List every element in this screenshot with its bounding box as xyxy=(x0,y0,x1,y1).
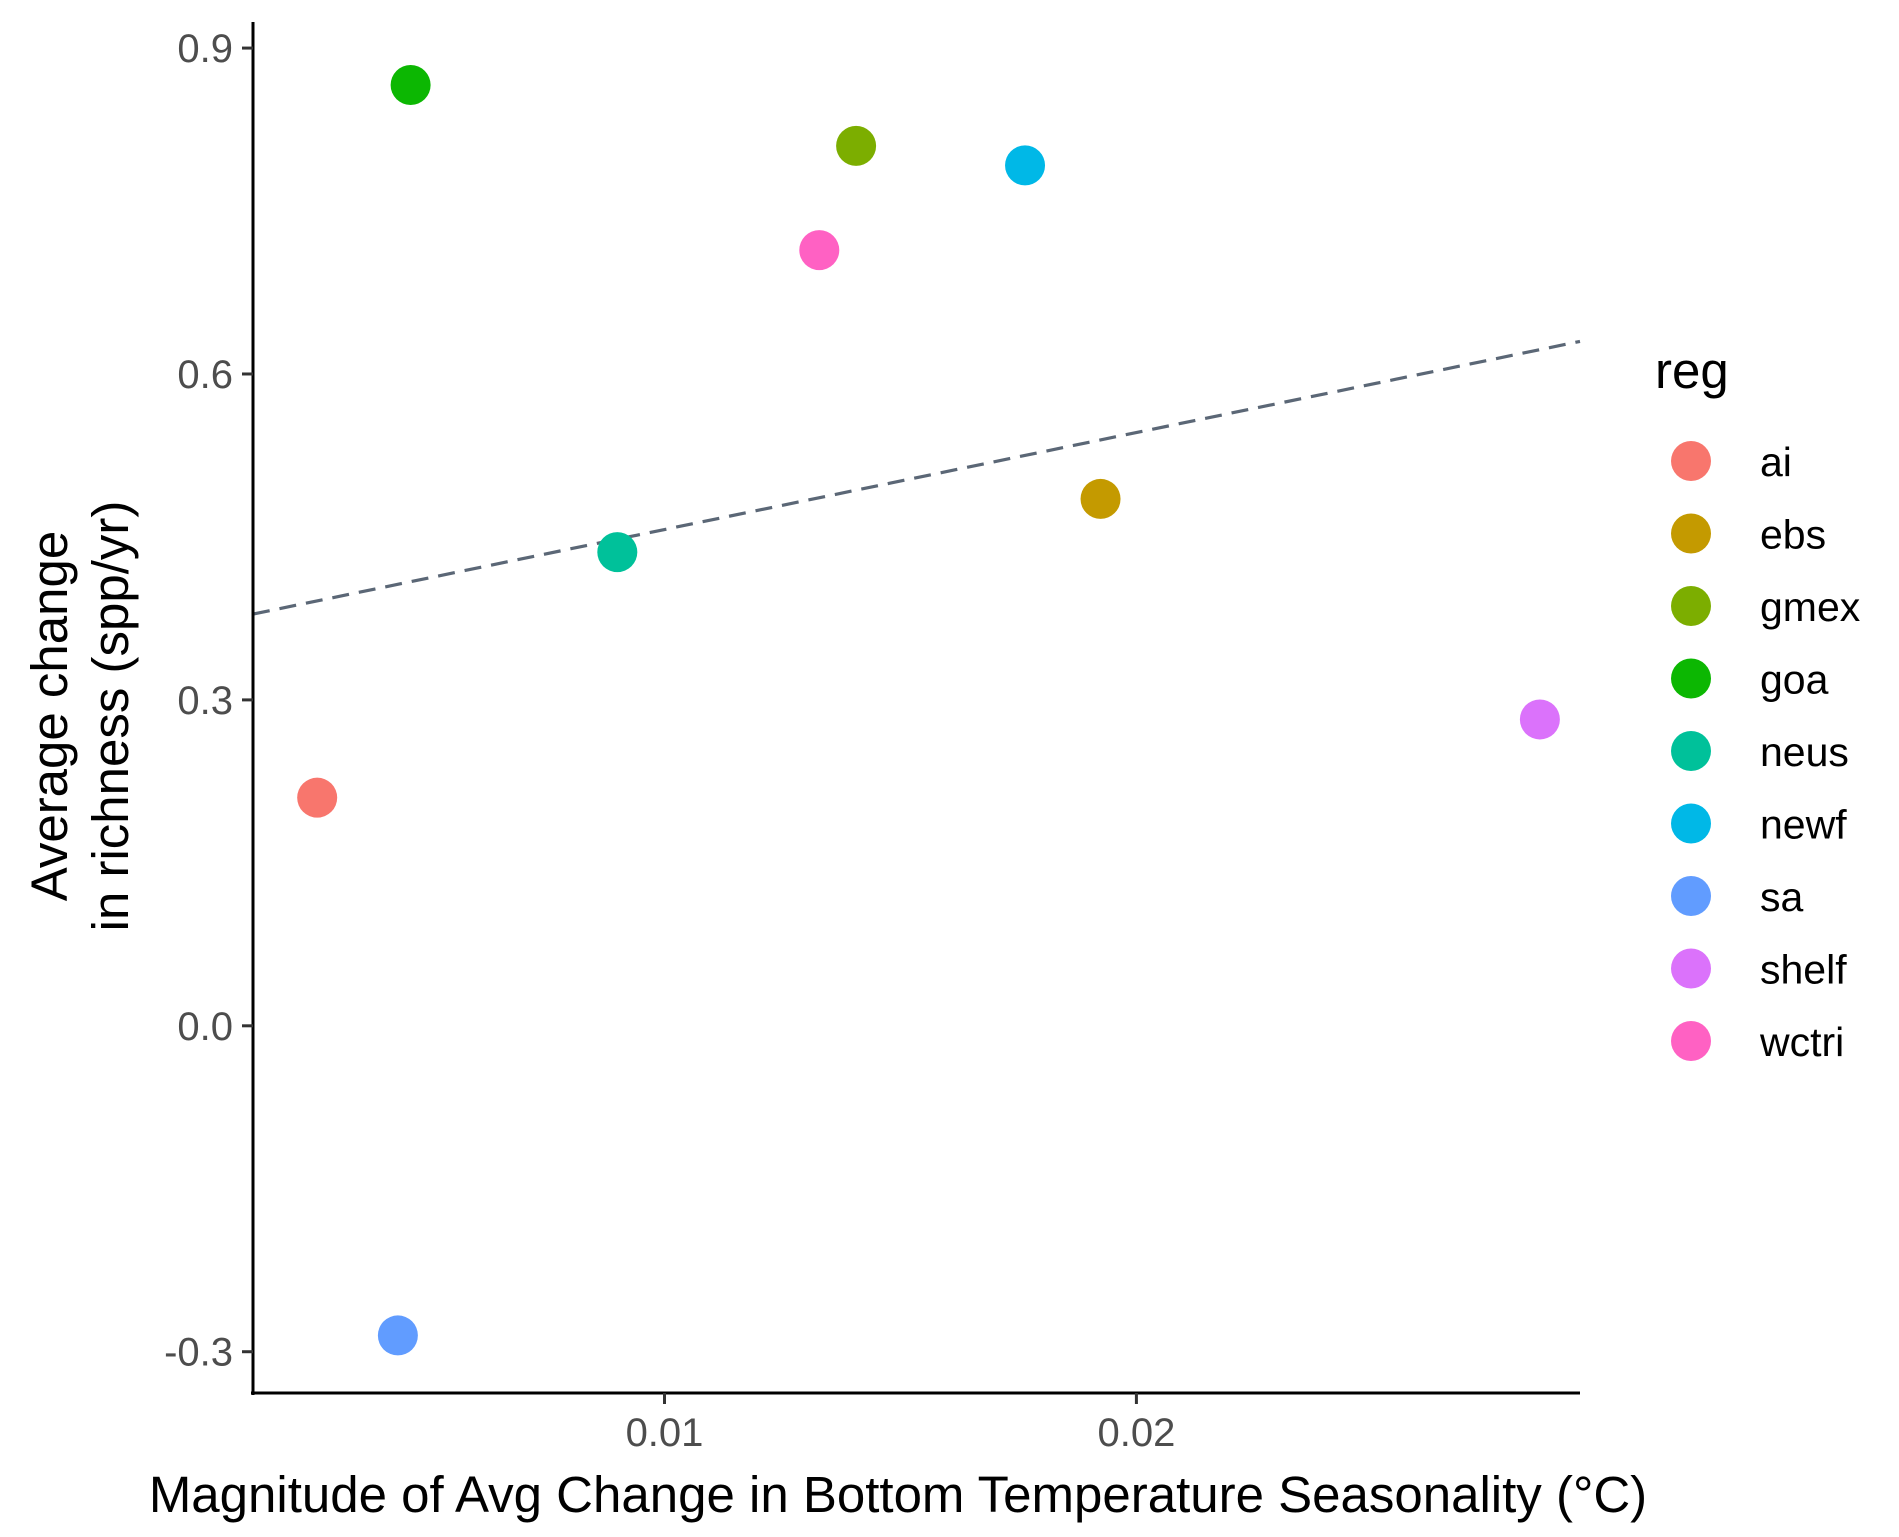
y-axis-title-line-2: in richness (spp/yr) xyxy=(82,501,139,932)
point-ai xyxy=(297,777,338,818)
point-ebs xyxy=(1080,478,1121,519)
legend-key-shelf xyxy=(1671,948,1711,989)
point-neus xyxy=(597,532,638,573)
y-axis-title: Average change in richness (spp/yr) xyxy=(21,501,139,932)
y-tick-label: -0.3 xyxy=(164,1331,233,1375)
legend-key-newf xyxy=(1671,803,1711,844)
y-tick-label: 0.9 xyxy=(177,27,233,71)
legend-label-newf: newf xyxy=(1760,802,1847,848)
legend-key-wctri xyxy=(1671,1021,1711,1061)
legend-label-shelf: shelf xyxy=(1760,947,1847,993)
x-axis-title: Magnitude of Avg Change in Bottom Temper… xyxy=(149,1466,1647,1523)
y-tick-label: 0.0 xyxy=(177,1005,233,1049)
legend-label-goa: goa xyxy=(1760,657,1829,703)
plot-area xyxy=(252,65,1581,1356)
x-tick-label: 0.01 xyxy=(626,1411,704,1455)
y-axis-title-line-1: Average change xyxy=(21,531,78,902)
legend-key-ebs xyxy=(1671,513,1711,554)
point-wctri xyxy=(799,230,840,271)
legend-label-neus: neus xyxy=(1760,729,1849,775)
legend-key-gmex xyxy=(1671,586,1711,626)
legend-key-neus xyxy=(1671,731,1711,771)
legend: reg ai ebs gmex goa neus newf sa shelf wctri xyxy=(1655,342,1861,1065)
point-goa xyxy=(390,65,431,106)
point-shelf xyxy=(1519,699,1560,740)
legend-key-goa xyxy=(1671,658,1711,699)
legend-label-gmex: gmex xyxy=(1760,584,1861,630)
legend-title: reg xyxy=(1655,342,1729,399)
legend-key-ai xyxy=(1671,441,1711,481)
point-newf xyxy=(1005,145,1046,186)
legend-label-ebs: ebs xyxy=(1760,512,1826,558)
x-tick-label: 0.02 xyxy=(1097,1411,1175,1455)
legend-label-sa: sa xyxy=(1760,874,1804,920)
axes: -0.3 0.0 0.3 0.6 0.9 0.01 0.02 xyxy=(164,22,1580,1455)
legend-label-wctri: wctri xyxy=(1759,1019,1844,1065)
trend-line xyxy=(252,339,1581,616)
legend-key-sa xyxy=(1671,876,1711,916)
point-gmex xyxy=(836,125,877,166)
y-tick-label: 0.6 xyxy=(177,353,233,397)
point-sa xyxy=(377,1315,418,1356)
legend-label-ai: ai xyxy=(1760,439,1792,485)
y-tick-label: 0.3 xyxy=(177,679,233,723)
